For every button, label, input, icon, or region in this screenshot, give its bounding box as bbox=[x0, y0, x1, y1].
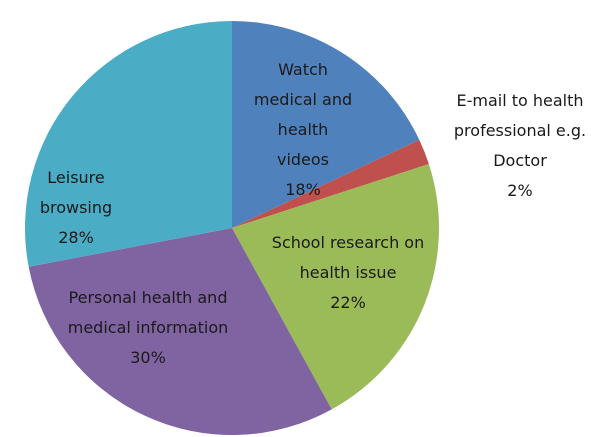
category-label: Personal health and medical information bbox=[67, 288, 229, 337]
value-label: 30% bbox=[130, 348, 166, 367]
category-label: E-mail to health professional e.g. Docto… bbox=[453, 91, 587, 170]
slice-label: Watch medical and health videos 18% bbox=[253, 55, 353, 205]
pie-slice bbox=[232, 139, 429, 228]
pie-slice bbox=[232, 164, 440, 410]
value-label: 28% bbox=[58, 228, 94, 247]
slice-label: E-mail to health professional e.g. Docto… bbox=[430, 86, 606, 206]
slice-label: Personal health and medical information 3… bbox=[58, 283, 238, 373]
pie-slice bbox=[28, 228, 332, 435]
value-label: 2% bbox=[507, 181, 533, 200]
value-label: 22% bbox=[330, 293, 366, 312]
category-label: School research on health issue bbox=[271, 233, 425, 282]
value-label: 18% bbox=[285, 180, 321, 199]
pie-slice bbox=[24, 21, 233, 267]
slice-label: School research on health issue 22% bbox=[253, 228, 443, 318]
pie-slice bbox=[232, 21, 420, 228]
category-label: Leisure browsing bbox=[39, 168, 113, 217]
category-label: Watch medical and health videos bbox=[253, 60, 353, 169]
slice-label: Leisure browsing 28% bbox=[26, 163, 126, 253]
